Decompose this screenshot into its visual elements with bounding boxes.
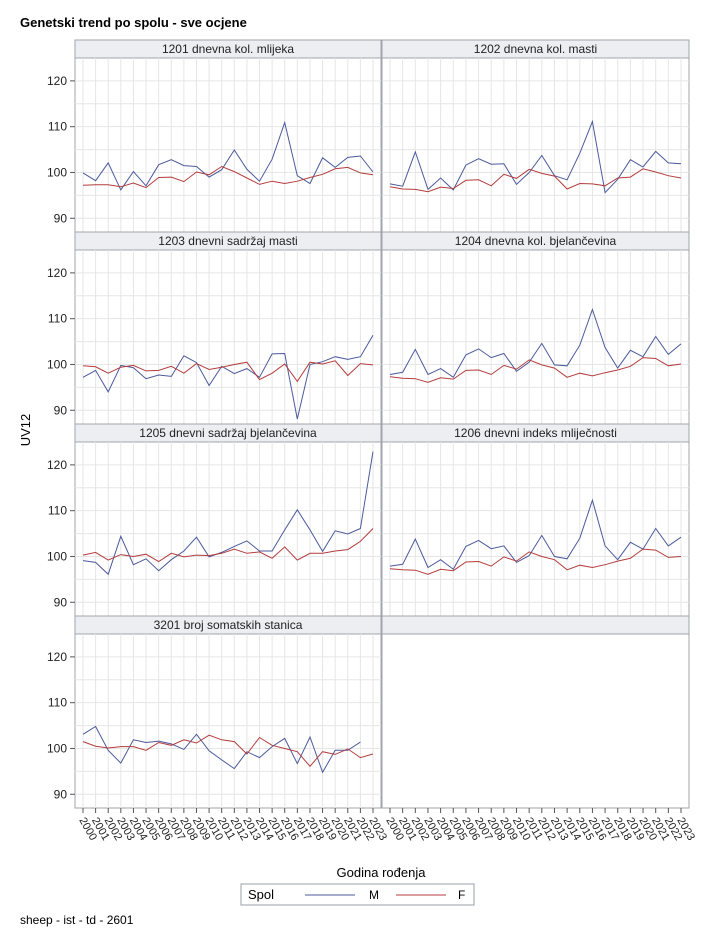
y-tick-label: 110 [48, 120, 67, 134]
series-line-m [82, 334, 374, 420]
series-line-m [82, 120, 374, 191]
panels-layer: 1201 dnevna kol. mlijeka 90 100 110 120 1202 … [47, 39, 697, 843]
panel: 1201 dnevna kol. mlijeka 90 100 110 120 [47, 39, 382, 233]
y-tick-label: 90 [54, 595, 68, 609]
panel-frame [74, 249, 382, 425]
empty-panel [381, 615, 690, 809]
panel-frame [74, 633, 382, 809]
panel: 1205 dnevni sadržaj bjelančevina 90 100 110… [47, 423, 382, 617]
x-axis-label: Godina rođenja [337, 865, 427, 880]
panel: 3201 broj somatskih stanica 90 100 110 120 [47, 615, 382, 809]
y-axis-label: UV12 [18, 414, 33, 447]
y-tick-label: 120 [47, 458, 67, 472]
panel: 1204 dnevna kol. bjelančevina [381, 231, 690, 425]
footnote: sheep - ist - td - 2601 [20, 913, 134, 927]
panel-frame [381, 441, 690, 617]
series-line-f [389, 357, 682, 383]
series-line-m [389, 119, 682, 194]
series-line-f [82, 360, 374, 383]
series-line-m [389, 307, 682, 379]
panel-frame [74, 57, 382, 233]
panel-title: 1202 dnevna kol. masti [474, 42, 597, 56]
y-tick-label: 100 [47, 165, 67, 179]
panel-title: 1204 dnevna kol. bjelančevina [455, 234, 617, 248]
panel-title: 1201 dnevna kol. mlijeka [162, 42, 294, 56]
series-line-m [82, 451, 374, 576]
legend-title: Spol [248, 887, 274, 902]
series-line-m [389, 498, 682, 571]
y-tick-label: 90 [54, 403, 68, 417]
panel-title: 1206 dnevni indeks mliječnosti [454, 426, 617, 440]
y-tick-label: 90 [54, 211, 68, 225]
legend: Spol M F [240, 883, 475, 906]
legend-label-m: M [369, 888, 379, 902]
y-tick-label: 100 [47, 549, 67, 563]
series-line-f [389, 168, 682, 193]
panel-frame [381, 633, 690, 809]
series-line-f [389, 548, 682, 575]
y-tick-label: 90 [54, 787, 68, 801]
panel-frame [74, 441, 382, 617]
series-line-f [82, 165, 374, 189]
panel-strip [381, 615, 690, 635]
figure-title: Genetski trend po spolu - sve ocjene [20, 15, 247, 30]
y-tick-label: 120 [47, 74, 67, 88]
panel-title: 3201 broj somatskih stanica [154, 618, 303, 632]
legend-label-f: F [458, 888, 465, 902]
y-tick-label: 110 [48, 696, 67, 710]
series-line-f [82, 734, 374, 768]
series-line-m [82, 725, 361, 774]
y-tick-label: 120 [47, 266, 67, 280]
panel: 1203 dnevni sadržaj masti 90 100 110 120 [47, 231, 382, 425]
panel: 1202 dnevna kol. masti [381, 39, 690, 233]
y-tick-label: 100 [47, 741, 67, 755]
series-line-f [82, 528, 374, 563]
y-tick-label: 110 [48, 312, 67, 326]
panel-frame [381, 57, 690, 233]
panel-title: 1205 dnevni sadržaj bjelančevina [139, 426, 317, 440]
y-tick-label: 100 [47, 357, 67, 371]
legend-box [240, 883, 475, 906]
y-tick-label: 120 [47, 650, 67, 664]
panel: 1206 dnevni indeks mliječnosti [381, 423, 690, 617]
y-tick-label: 110 [48, 504, 67, 518]
panel-title: 1203 dnevni sadržaj masti [158, 234, 297, 248]
